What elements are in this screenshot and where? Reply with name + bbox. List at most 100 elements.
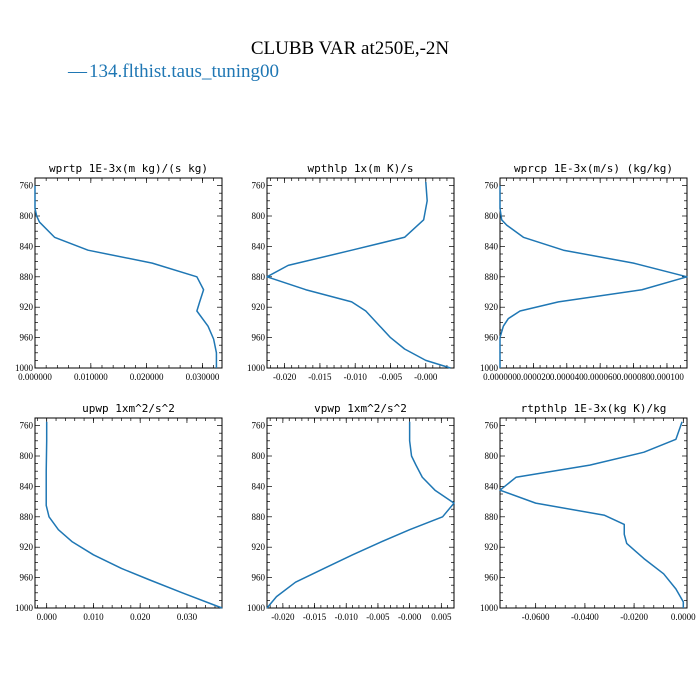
x-tick-label: -0.010 xyxy=(335,612,359,622)
panel-title: vpwp 1xm^2/s^2 xyxy=(314,402,407,415)
series-line xyxy=(499,421,685,608)
y-tick-label: 960 xyxy=(485,573,499,583)
x-tick-label: -0.000 xyxy=(414,372,438,382)
y-tick-label: 960 xyxy=(20,573,34,583)
x-tick-label: -0.015 xyxy=(308,372,332,382)
chart-panel-5: vpwp 1xm^2/s^2 760 800 840 880 920 960 1000 -0.0… xyxy=(247,402,455,622)
y-tick-label: 920 xyxy=(485,542,499,552)
series-line xyxy=(266,181,451,369)
y-tick-label: 800 xyxy=(252,451,266,461)
y-tick-label: 960 xyxy=(485,333,499,343)
x-tick-label: 0.000100 xyxy=(650,372,684,382)
chart-panels: wprtp 1E-3x(m kg)/(s kg) 760 800 840 880 920 9… xyxy=(15,162,696,622)
y-tick-label: 760 xyxy=(20,421,34,431)
plot-frame xyxy=(499,177,688,369)
y-tick-label: 840 xyxy=(485,481,499,491)
y-tick-label: 1000 xyxy=(15,363,34,373)
y-tick-label: 880 xyxy=(20,512,34,522)
chart-panel-4: upwp 1xm^2/s^2 760 800 840 880 920 960 10000.00… xyxy=(15,402,223,622)
y-tick-label: 840 xyxy=(485,241,499,251)
chart-panel-6: rtpthlp 1E-3x(kg K)/kg 760 800 840 880 920 960… xyxy=(480,402,696,622)
y-tick-label: 1000 xyxy=(480,363,499,373)
x-tick-label: -0.015 xyxy=(303,612,327,622)
panel-title: rtpthlp 1E-3x(kg K)/kg xyxy=(521,402,667,415)
chart-panel-1: wprtp 1E-3x(m kg)/(s kg) 760 800 840 880 920 9… xyxy=(15,162,223,382)
y-tick-label: 960 xyxy=(20,333,34,343)
x-tick-label: 0.000 xyxy=(37,612,58,622)
y-tick-label: 920 xyxy=(485,302,499,312)
y-tick-label: 800 xyxy=(485,451,499,461)
series-line xyxy=(34,185,218,368)
x-tick-label: 0.000060 xyxy=(583,372,617,382)
panel-title: wpthlp 1x(m K)/s xyxy=(308,162,414,175)
y-tick-label: 800 xyxy=(20,451,34,461)
plot-frame xyxy=(499,417,688,609)
y-tick-label: 800 xyxy=(485,211,499,221)
x-tick-label: 0.010000 xyxy=(74,372,108,382)
y-tick-label: 1000 xyxy=(480,603,499,613)
y-tick-label: 1000 xyxy=(15,603,34,613)
x-tick-label: -0.020 xyxy=(271,612,295,622)
x-tick-label: -0.020 xyxy=(273,372,297,382)
x-tick-label: -0.010 xyxy=(344,372,368,382)
x-tick-label: 0.020 xyxy=(130,612,151,622)
x-tick-label: -0.0400 xyxy=(571,612,599,622)
y-tick-label: 760 xyxy=(252,421,266,431)
x-tick-label: 0.030 xyxy=(177,612,198,622)
y-tick-label: 960 xyxy=(252,333,266,343)
y-tick-label: 880 xyxy=(485,512,499,522)
x-tick-label: 0.0000 xyxy=(671,612,696,622)
y-tick-label: 880 xyxy=(252,272,266,282)
chart-panel-3: wprcp 1E-3x(m/s) (kg/kg) 760 800 840 880 920 9… xyxy=(480,162,688,382)
panel-title: wprcp 1E-3x(m/s) (kg/kg) xyxy=(514,162,673,175)
panel-title: wprtp 1E-3x(m kg)/(s kg) xyxy=(49,162,208,175)
x-tick-label: -0.0600 xyxy=(522,612,550,622)
x-tick-label: 0.000080 xyxy=(617,372,651,382)
y-tick-label: 920 xyxy=(20,302,34,312)
chart-panel-2: wpthlp 1x(m K)/s 760 800 840 880 920 960 1000 -0… xyxy=(247,162,455,382)
legend: — 134.flthist.taus_tuning00 xyxy=(67,61,279,82)
y-tick-label: 920 xyxy=(252,302,266,312)
y-tick-label: 840 xyxy=(252,241,266,251)
y-tick-label: 800 xyxy=(20,211,34,221)
panel-title: upwp 1xm^2/s^2 xyxy=(82,402,175,415)
y-tick-label: 1000 xyxy=(247,603,266,613)
x-tick-label: 0.000040 xyxy=(550,372,584,382)
x-tick-label: -0.005 xyxy=(366,612,390,622)
series-line xyxy=(499,185,688,368)
y-tick-label: 760 xyxy=(20,181,34,191)
y-tick-label: 1000 xyxy=(247,363,266,373)
x-tick-label: 0.000000 xyxy=(18,372,52,382)
y-tick-label: 760 xyxy=(485,181,499,191)
x-tick-label: 0.000000 xyxy=(483,372,517,382)
legend-label: 134.flthist.taus_tuning00 xyxy=(89,61,279,82)
x-tick-label: 0.010 xyxy=(83,612,104,622)
figure-title: CLUBB VAR at250E,-2N xyxy=(251,38,450,59)
legend-dash: — xyxy=(67,61,88,82)
plot-frame xyxy=(266,417,455,609)
y-tick-label: 840 xyxy=(252,481,266,491)
y-tick-label: 760 xyxy=(485,421,499,431)
plot-frame xyxy=(266,177,455,369)
y-tick-label: 880 xyxy=(485,272,499,282)
x-tick-label: 0.030000 xyxy=(186,372,220,382)
plot-frame xyxy=(34,177,223,369)
y-tick-label: 840 xyxy=(20,241,34,251)
series-line xyxy=(266,421,455,609)
plot-frame xyxy=(34,417,223,609)
y-tick-label: 880 xyxy=(20,272,34,282)
y-tick-label: 880 xyxy=(252,512,266,522)
x-tick-label: 0.005 xyxy=(431,612,452,622)
x-tick-label: -0.005 xyxy=(379,372,403,382)
x-tick-label: -0.0200 xyxy=(620,612,648,622)
x-tick-label: 0.000020 xyxy=(517,372,551,382)
y-tick-label: 800 xyxy=(252,211,266,221)
y-tick-label: 760 xyxy=(252,181,266,191)
series-line xyxy=(45,421,223,609)
y-tick-label: 920 xyxy=(20,542,34,552)
y-tick-label: 920 xyxy=(252,542,266,552)
y-tick-label: 840 xyxy=(20,481,34,491)
x-tick-label: -0.000 xyxy=(398,612,422,622)
x-tick-label: 0.020000 xyxy=(130,372,164,382)
